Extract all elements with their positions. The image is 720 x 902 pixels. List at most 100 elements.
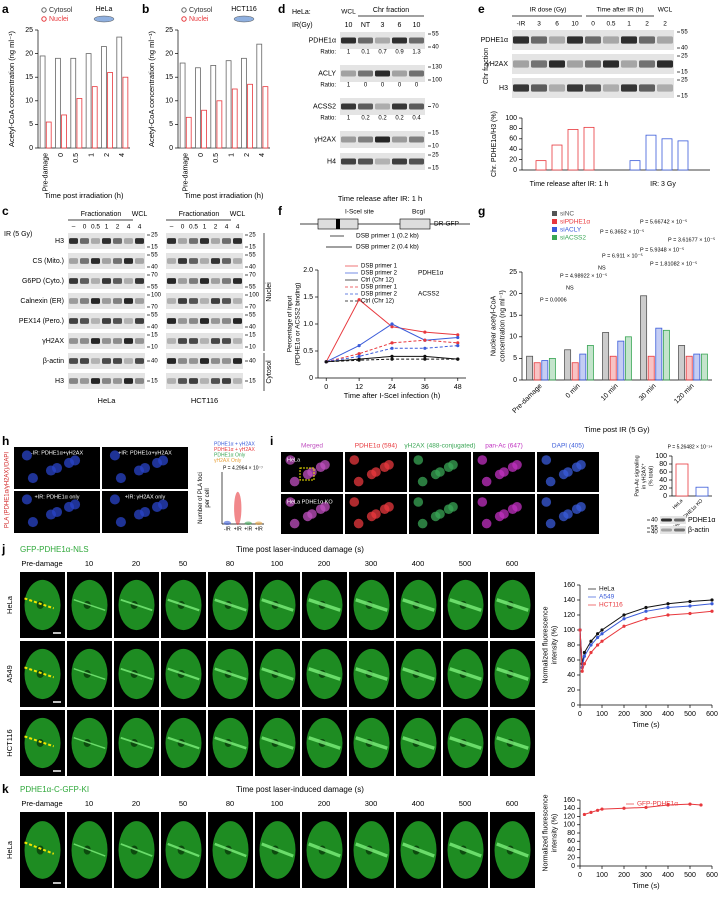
y-tick-label: 5: [169, 121, 173, 128]
blot-band: [531, 60, 547, 68]
ratio-label: Ratio:: [320, 50, 336, 56]
time-label: 600: [506, 799, 519, 808]
laser-path: [24, 735, 55, 748]
p-value: P = 6.911 × 10⁻⁵: [602, 252, 643, 259]
lane-label: –: [170, 224, 174, 231]
time-title: Time post laser-induced damage (s): [236, 785, 364, 794]
ratio: 0: [398, 83, 402, 89]
lane-label: 0.5: [189, 224, 198, 231]
damage-stripe: [496, 598, 529, 612]
damage-stripe: [214, 736, 247, 750]
y-tick-label: 20: [509, 156, 517, 163]
blot-band: [341, 103, 356, 110]
cell-line: HCT116: [231, 6, 257, 13]
blot-band: [167, 298, 176, 304]
y-tick-label: 140: [563, 597, 575, 604]
point: [423, 346, 427, 350]
y-tick-label: 0.5: [303, 348, 313, 355]
blot-band: [102, 298, 111, 304]
legend-marker: [41, 16, 47, 22]
blot-band: [135, 258, 144, 264]
blot-band: [513, 60, 529, 68]
blot-band: [69, 278, 78, 284]
bar: [85, 53, 92, 149]
nucleus: [27, 517, 38, 528]
nucleus: [320, 460, 330, 470]
x-tick-label: 0.5: [73, 153, 80, 163]
point: [596, 632, 600, 636]
blot-band: [200, 278, 209, 284]
y-tick-label: 80: [567, 830, 575, 837]
nucleus: [481, 518, 492, 529]
mw-marker: 15: [249, 379, 256, 385]
mw-marker: 100: [151, 293, 162, 299]
damage-stripe: [214, 598, 247, 612]
nucleus: [289, 518, 300, 529]
point: [390, 346, 394, 350]
legend-label: γH2AX Only: [214, 458, 242, 464]
x-tick-label: Pre-damage: [183, 153, 190, 192]
blot-band: [211, 358, 220, 364]
blot-band: [621, 84, 637, 92]
nucleus: [27, 473, 38, 484]
point: [644, 609, 648, 613]
y-tick-label: 0: [513, 167, 517, 174]
blot: [660, 516, 686, 524]
ratio: 0.4: [412, 116, 421, 122]
blot-label: PDHE1α: [688, 517, 715, 524]
blot-band: [102, 238, 111, 244]
damage-stripe: [449, 842, 482, 858]
blot-band: [200, 358, 209, 364]
y-axis-label: Percentage of input: [287, 296, 294, 353]
distribution: [244, 521, 252, 525]
mw-marker: 15: [151, 379, 158, 385]
mw-marker: 15: [432, 166, 439, 172]
x-tick-label: 0: [198, 153, 205, 157]
nucleus: [139, 462, 151, 474]
ratio: 0.2: [361, 116, 370, 122]
nucleus: [448, 502, 458, 512]
bar: [55, 57, 61, 149]
damage-stripe: [261, 736, 294, 750]
diagram-label: DSB primer 1 (0.2 kb): [356, 233, 419, 240]
nucleus: [51, 462, 63, 474]
point: [644, 805, 648, 810]
y-tick-label: 25: [25, 27, 33, 34]
y-tick-label: 80: [659, 461, 667, 468]
damage-stripe: [449, 598, 482, 612]
mw-marker: 40: [651, 530, 658, 536]
lane-label: 0: [181, 224, 185, 231]
bar: [241, 57, 247, 149]
panel-letter: e: [478, 2, 485, 16]
mw-marker: 25: [681, 54, 688, 60]
nucleus: [576, 502, 586, 512]
x-tick-label: 0: [324, 384, 328, 391]
time-label: 80: [226, 799, 234, 808]
blot-band: [585, 84, 601, 92]
blot-band: [124, 338, 133, 344]
lane-label: 4: [225, 224, 229, 231]
blot-label: γH2AX: [314, 136, 336, 143]
mw-marker: 40: [151, 359, 158, 365]
lane-label: 0.5: [606, 21, 615, 28]
blot-band: [567, 84, 583, 92]
blot-band: [375, 70, 390, 77]
bar: [225, 60, 232, 149]
blot-band: [69, 338, 78, 344]
blot-band: [661, 528, 672, 532]
blot-label: H3: [499, 85, 508, 92]
blot-band: [69, 378, 78, 384]
blot-band: [341, 136, 356, 143]
blot-band: [113, 238, 122, 244]
x-tick-label: 1: [229, 153, 236, 157]
time-label: 300: [365, 559, 378, 568]
blot-band: [392, 158, 407, 165]
blot: [166, 293, 243, 309]
ratio: 1: [347, 116, 351, 122]
point: [582, 650, 587, 655]
point: [688, 604, 692, 608]
time-label: 50: [179, 799, 187, 808]
blot-band: [189, 238, 198, 244]
mw-marker: 130: [432, 65, 443, 71]
